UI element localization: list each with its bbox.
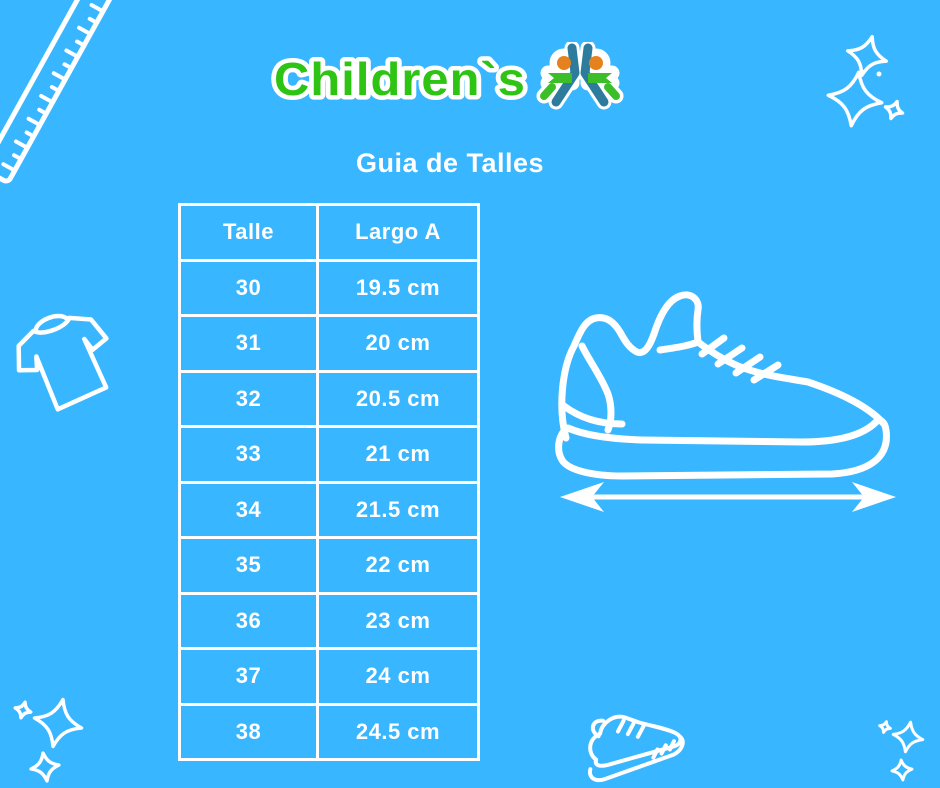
talle-cell: 38 [178,702,319,761]
sparkles-icon [815,22,940,142]
sparkles-icon [862,695,940,788]
column-header-largo: Largo A [316,203,480,262]
largo-cell: 24 cm [316,647,480,706]
talle-cell: 37 [178,647,319,706]
ruler-icon [0,0,118,184]
talle-cell: 34 [178,480,319,539]
largo-cell: 22 cm [316,536,480,595]
sneaker-outline-illustration [555,291,890,480]
brand-wordmark-text: Children`s [274,53,526,105]
size-table-container: Talle Largo A 30 19.5 cm 31 20 cm 32 20.… [178,203,480,761]
childrens-logo-icon [536,42,624,110]
double-headed-arrow-icon [560,482,896,512]
small-sneaker-icon [587,714,685,783]
size-table-header-row: Talle Largo A [178,203,480,262]
table-row: 33 21 cm [178,425,480,484]
largo-cell: 19.5 cm [316,258,480,317]
largo-cell: 24.5 cm [316,702,480,761]
table-row: 38 24.5 cm [178,702,480,761]
page-title: Guia de Talles [355,148,545,178]
tshirt-icon [16,313,109,412]
talle-cell: 36 [178,591,319,650]
largo-cell: 21.5 cm [316,480,480,539]
talle-cell: 30 [178,258,319,317]
talle-cell: 31 [178,314,319,373]
table-row: 32 20.5 cm [178,369,480,428]
talle-cell: 35 [178,536,319,595]
talle-cell: 33 [178,425,319,484]
sparkles-icon [10,665,135,788]
table-row: 35 22 cm [178,536,480,595]
brand-wordmark: Children`s [270,49,530,110]
largo-cell: 20 cm [316,314,480,373]
largo-cell: 23 cm [316,591,480,650]
table-row: 31 20 cm [178,314,480,373]
table-row: 30 19.5 cm [178,258,480,317]
talle-cell: 32 [178,369,319,428]
column-header-talle: Talle [178,203,319,262]
size-table: Talle Largo A 30 19.5 cm 31 20 cm 32 20.… [178,203,480,761]
table-row: 34 21.5 cm [178,480,480,539]
table-row: 37 24 cm [178,647,480,706]
table-row: 36 23 cm [178,591,480,650]
largo-cell: 20.5 cm [316,369,480,428]
largo-cell: 21 cm [316,425,480,484]
